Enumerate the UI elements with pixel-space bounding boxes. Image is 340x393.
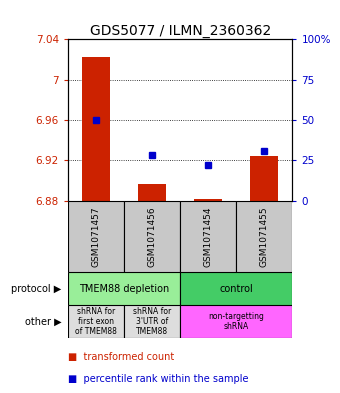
Text: shRNA for
first exon
of TMEM88: shRNA for first exon of TMEM88 [75, 307, 117, 336]
Bar [180, 200, 236, 272]
Bar [138, 184, 166, 200]
Text: GSM1071457: GSM1071457 [91, 206, 101, 267]
Title: GDS5077 / ILMN_2360362: GDS5077 / ILMN_2360362 [89, 24, 271, 38]
Text: GSM1071455: GSM1071455 [260, 206, 269, 267]
Text: TMEM88 depletion: TMEM88 depletion [79, 284, 169, 294]
Text: other ▶: other ▶ [24, 316, 61, 327]
Bar [68, 200, 124, 272]
Bar [250, 156, 278, 200]
Text: ■  transformed count: ■ transformed count [68, 352, 174, 362]
Text: control: control [219, 284, 253, 294]
Bar [194, 198, 222, 200]
Text: protocol ▶: protocol ▶ [11, 284, 61, 294]
Bar [236, 200, 292, 272]
Bar [180, 272, 292, 305]
Bar [180, 305, 292, 338]
Bar [82, 57, 110, 200]
Bar [124, 200, 180, 272]
Text: ■  percentile rank within the sample: ■ percentile rank within the sample [68, 374, 249, 384]
Text: GSM1071454: GSM1071454 [204, 206, 213, 267]
Text: shRNA for
3'UTR of
TMEM88: shRNA for 3'UTR of TMEM88 [133, 307, 171, 336]
Text: non-targetting
shRNA: non-targetting shRNA [208, 312, 264, 331]
Bar [68, 305, 124, 338]
Bar [124, 305, 180, 338]
Bar [68, 272, 180, 305]
Text: GSM1071456: GSM1071456 [148, 206, 157, 267]
